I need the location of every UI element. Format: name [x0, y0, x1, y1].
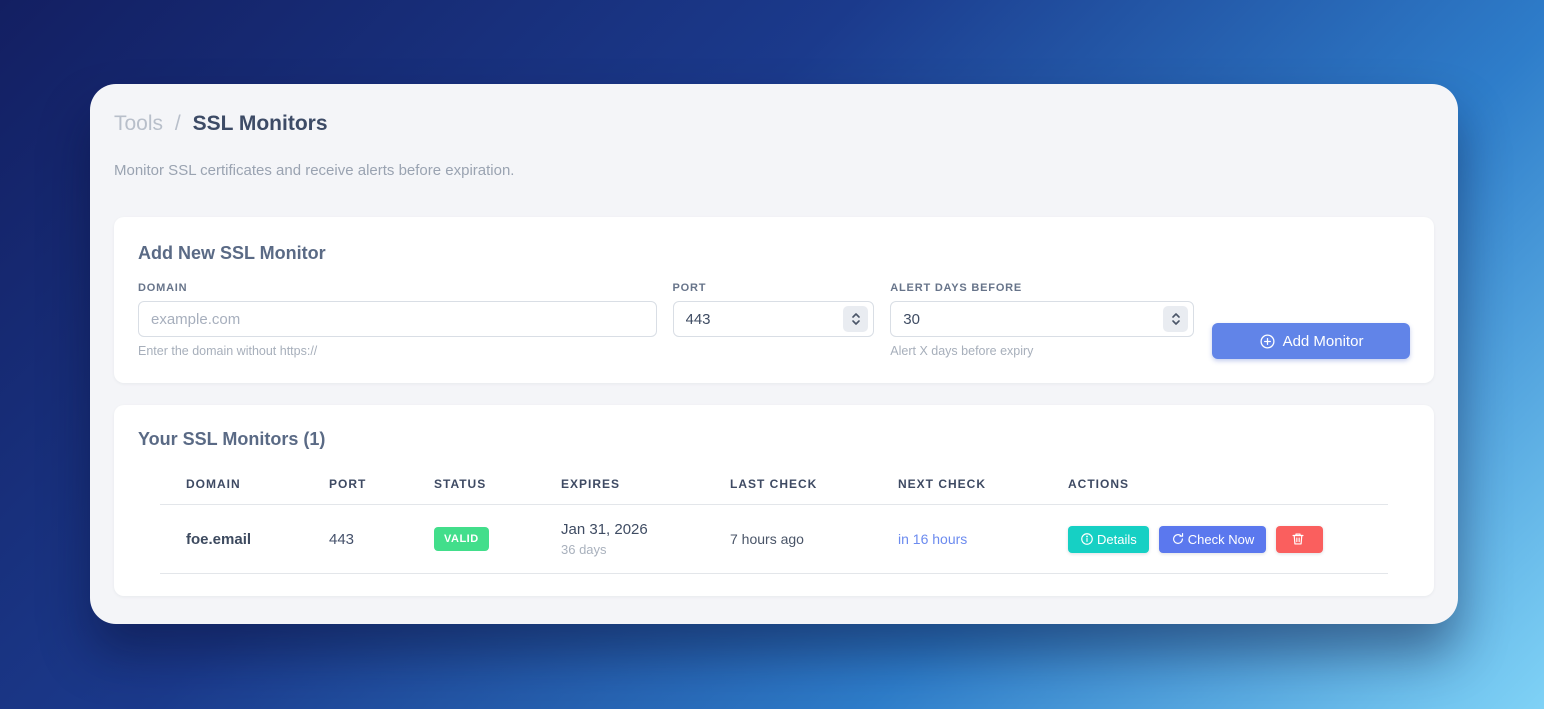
add-monitor-card: Add New SSL Monitor DOMAIN Enter the dom…	[114, 217, 1434, 383]
domain-label: DOMAIN	[138, 282, 188, 294]
monitor-port: 443	[329, 530, 355, 548]
monitor-domain: foe.email	[186, 530, 252, 548]
domain-field-group: DOMAIN Enter the domain without https://	[138, 282, 657, 358]
port-input[interactable]	[672, 301, 875, 337]
column-header-expires: EXPIRES	[561, 477, 621, 491]
add-monitor-card-title: Add New SSL Monitor	[138, 243, 326, 263]
trash-icon	[1291, 532, 1308, 546]
chevron-up-down-icon	[851, 312, 861, 326]
alert-days-input[interactable]	[890, 301, 1194, 337]
main-panel: Tools / SSL Monitors Monitor SSL certifi…	[90, 84, 1458, 624]
alert-days-label: ALERT DAYS BEFORE	[890, 282, 1023, 294]
domain-input[interactable]	[138, 301, 657, 337]
domain-helper-text: Enter the domain without https://	[138, 344, 318, 358]
add-monitor-button-label: Add Monitor	[1282, 332, 1364, 350]
monitors-card: Your SSL Monitors (1) DOMAIN PORT STATUS…	[114, 405, 1434, 596]
column-header-actions: ACTIONS	[1068, 477, 1129, 491]
page-subtitle: Monitor SSL certificates and receive ale…	[114, 162, 515, 179]
monitors-table: DOMAIN PORT STATUS EXPIRES LAST CHECK NE…	[160, 477, 1388, 574]
last-check-value: 7 hours ago	[730, 531, 804, 547]
column-header-status: STATUS	[434, 477, 487, 491]
port-field-group: PORT	[672, 282, 875, 337]
column-header-next-check: NEXT CHECK	[898, 477, 987, 491]
breadcrumb-separator: /	[174, 112, 181, 135]
alert-days-stepper[interactable]	[1163, 306, 1188, 332]
add-monitor-form: DOMAIN Enter the domain without https://…	[138, 282, 1410, 359]
column-header-domain: DOMAIN	[186, 477, 241, 491]
status-badge: VALID	[434, 527, 489, 551]
table-row: foe.email 443 VALID Jan 31, 2026 36 days…	[160, 505, 1388, 574]
plus-circle-icon	[1259, 333, 1283, 350]
column-header-last-check: LAST CHECK	[730, 477, 818, 491]
check-now-button[interactable]: Check Now	[1158, 525, 1267, 553]
monitor-status-cell: VALID	[434, 527, 561, 551]
page-title: SSL Monitors	[192, 112, 328, 135]
column-header-port: PORT	[329, 477, 367, 491]
monitors-card-title: Your SSL Monitors (1)	[138, 429, 326, 449]
port-label: PORT	[672, 282, 707, 294]
details-button[interactable]: Details	[1068, 525, 1149, 553]
actions-cell: Details Check Now	[1068, 525, 1388, 553]
expires-days-remaining: 36 days	[561, 542, 607, 557]
chevron-up-down-icon	[1171, 312, 1181, 326]
refresh-icon	[1171, 532, 1188, 546]
add-monitor-button[interactable]: Add Monitor	[1212, 323, 1410, 359]
breadcrumb-tools-link[interactable]: Tools	[114, 112, 164, 135]
alert-days-helper-text: Alert X days before expiry	[890, 344, 1034, 358]
delete-monitor-button[interactable]	[1276, 525, 1324, 553]
port-stepper[interactable]	[843, 306, 869, 332]
expires-date: Jan 31, 2026	[561, 521, 648, 538]
breadcrumb: Tools / SSL Monitors	[114, 112, 1434, 136]
monitor-expires-cell: Jan 31, 2026 36 days	[561, 521, 730, 557]
info-circle-icon	[1080, 532, 1097, 546]
next-check-value: in 16 hours	[898, 531, 968, 547]
alert-days-field-group: ALERT DAYS BEFORE Alert X days before ex…	[890, 282, 1194, 358]
table-header-row: DOMAIN PORT STATUS EXPIRES LAST CHECK NE…	[160, 477, 1388, 505]
check-now-button-label: Check Now	[1187, 531, 1255, 547]
details-button-label: Details	[1097, 531, 1137, 547]
